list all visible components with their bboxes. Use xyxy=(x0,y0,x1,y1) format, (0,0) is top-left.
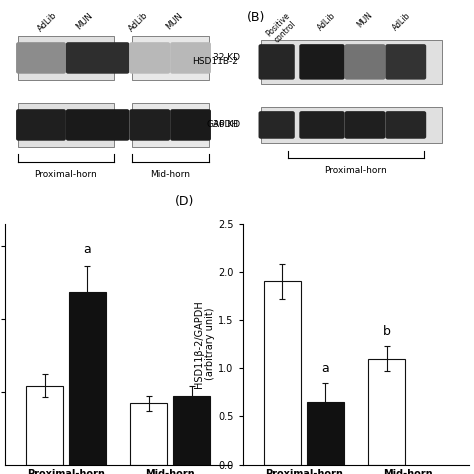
Bar xyxy=(261,40,442,83)
Text: b: b xyxy=(383,325,391,338)
FancyBboxPatch shape xyxy=(16,109,66,141)
Text: AdLib: AdLib xyxy=(127,10,150,34)
Text: MUN: MUN xyxy=(164,10,185,31)
Text: Positive
control: Positive control xyxy=(264,10,299,46)
FancyBboxPatch shape xyxy=(258,44,295,80)
Text: a: a xyxy=(83,243,91,256)
Bar xyxy=(132,36,209,80)
FancyBboxPatch shape xyxy=(66,42,129,74)
FancyBboxPatch shape xyxy=(129,42,170,74)
Text: (B): (B) xyxy=(247,10,265,24)
Bar xyxy=(18,36,113,80)
Text: Proximal-horn: Proximal-horn xyxy=(35,170,97,179)
Text: AdLib: AdLib xyxy=(391,10,412,32)
FancyBboxPatch shape xyxy=(345,44,385,80)
FancyBboxPatch shape xyxy=(299,44,345,80)
FancyBboxPatch shape xyxy=(385,111,426,139)
FancyBboxPatch shape xyxy=(345,111,385,139)
Y-axis label: HSD11β-2/GAPDH
(arbitrary unit): HSD11β-2/GAPDH (arbitrary unit) xyxy=(194,300,215,388)
FancyBboxPatch shape xyxy=(385,44,426,80)
FancyBboxPatch shape xyxy=(258,111,295,139)
Bar xyxy=(307,402,344,465)
Bar xyxy=(261,107,442,143)
Bar xyxy=(26,386,63,465)
Bar xyxy=(368,358,405,465)
Text: HSD11B-2: HSD11B-2 xyxy=(192,57,238,66)
FancyBboxPatch shape xyxy=(170,42,211,74)
Text: AdLib: AdLib xyxy=(316,10,337,32)
Text: Mid-horn: Mid-horn xyxy=(150,170,190,179)
Bar xyxy=(130,403,167,465)
Bar xyxy=(264,282,301,465)
FancyBboxPatch shape xyxy=(129,109,170,141)
Text: (D): (D) xyxy=(175,195,194,208)
Text: MUN: MUN xyxy=(74,10,94,31)
FancyBboxPatch shape xyxy=(16,42,66,74)
FancyBboxPatch shape xyxy=(170,109,211,141)
Text: 32 KD: 32 KD xyxy=(213,54,240,63)
FancyBboxPatch shape xyxy=(66,109,129,141)
Bar xyxy=(18,103,113,146)
Text: MUN: MUN xyxy=(356,10,374,30)
FancyBboxPatch shape xyxy=(299,111,345,139)
Text: AdLib: AdLib xyxy=(36,10,59,34)
Bar xyxy=(173,396,210,465)
Bar xyxy=(132,103,209,146)
Text: GAPDH: GAPDH xyxy=(206,120,238,129)
Text: 36 KD: 36 KD xyxy=(213,120,240,129)
Text: Proximal-horn: Proximal-horn xyxy=(325,166,387,175)
Bar xyxy=(69,292,106,465)
Text: a: a xyxy=(321,362,329,375)
